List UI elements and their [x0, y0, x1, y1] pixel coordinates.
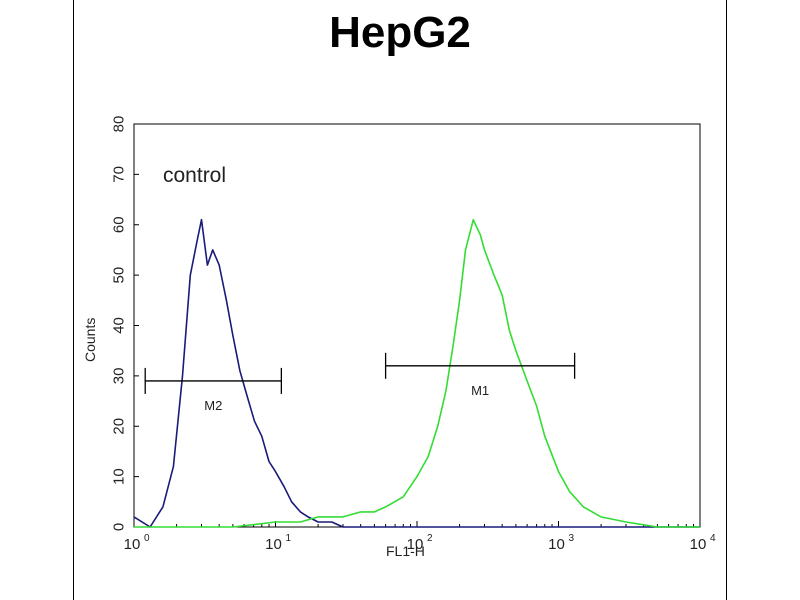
x-tick-exponent: 4	[710, 533, 716, 544]
x-axis: 10 0 10 1 10 2 10 3 10 4	[124, 521, 716, 553]
y-tick-label: 30	[110, 368, 127, 385]
marker-label-M1: M1	[471, 383, 489, 398]
annotation-control: control	[163, 164, 226, 187]
series-line-sample	[134, 218, 700, 528]
x-tick-label: 10	[548, 536, 565, 553]
y-tick-label: 60	[110, 216, 127, 233]
series-layer	[133, 218, 700, 528]
figure-frame	[73, 0, 727, 600]
x-tick-exponent: 0	[144, 533, 150, 544]
x-tick-label: 10	[124, 536, 141, 553]
marker-layer: M2 M1	[144, 352, 576, 413]
y-tick-label: 70	[110, 166, 127, 183]
chart-title: HepG2	[329, 8, 471, 57]
y-tick-label: 50	[110, 267, 127, 284]
marker-label-M2: M2	[204, 398, 222, 413]
x-axis-label: FL1-H	[386, 543, 425, 559]
series-line-control	[133, 218, 700, 528]
y-axis: 0 10 20 30 40 50 60 70 80	[110, 116, 139, 531]
y-axis-label: Counts	[82, 318, 98, 362]
x-tick-exponent: 1	[286, 533, 292, 544]
y-tick-label: 0	[110, 523, 127, 531]
y-tick-label: 20	[110, 418, 127, 435]
y-tick-label: 40	[110, 317, 127, 334]
x-tick-exponent: 2	[427, 533, 433, 544]
x-tick-label: 10	[690, 536, 707, 553]
x-tick-exponent: 3	[569, 533, 575, 544]
x-tick-label: 10	[265, 536, 282, 553]
x-tick-label: 10	[407, 536, 424, 553]
y-tick-label: 80	[110, 116, 127, 133]
y-tick-label: 10	[110, 468, 127, 485]
